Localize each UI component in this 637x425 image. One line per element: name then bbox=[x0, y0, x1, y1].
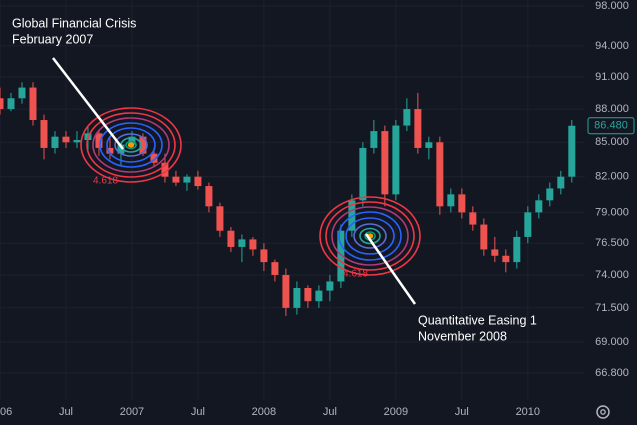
candle-body bbox=[381, 131, 389, 195]
candle-body bbox=[139, 136, 147, 154]
candle-body bbox=[414, 109, 422, 148]
candle-body bbox=[128, 136, 136, 145]
candle-body bbox=[227, 230, 235, 247]
candle-body bbox=[183, 176, 191, 183]
candle-body bbox=[480, 224, 488, 250]
grid bbox=[0, 0, 585, 400]
arrow bbox=[364, 233, 417, 305]
candle-body bbox=[293, 287, 301, 308]
candle-body bbox=[150, 153, 158, 163]
x-tick-label: Jul bbox=[191, 406, 205, 418]
candle-body bbox=[282, 274, 290, 308]
candle-body bbox=[315, 290, 323, 302]
candle-body bbox=[370, 131, 378, 148]
x-tick-label: Jul bbox=[455, 406, 469, 418]
candle-body bbox=[502, 255, 510, 263]
candle-body bbox=[524, 212, 532, 237]
x-tick-label: 2008 bbox=[252, 406, 276, 418]
x-tick-label: 2007 bbox=[120, 406, 144, 418]
candle-body bbox=[0, 98, 4, 110]
fib-label: 4.618 bbox=[93, 176, 118, 187]
candle-body bbox=[535, 200, 543, 213]
fib-circles-2 bbox=[319, 196, 421, 276]
candle-body bbox=[194, 176, 202, 187]
y-tick-label: 74.000 bbox=[595, 269, 629, 281]
candle-body bbox=[469, 212, 477, 225]
candle-body bbox=[392, 125, 400, 195]
gear[interactable] bbox=[596, 405, 610, 419]
y-tick-label: 91.000 bbox=[595, 71, 629, 83]
candle-body bbox=[348, 200, 356, 231]
annotation: Global Financial Crisis bbox=[12, 16, 136, 30]
candle-body bbox=[304, 287, 312, 302]
candle-body bbox=[73, 140, 81, 143]
y-tick-label: 85.000 bbox=[595, 136, 629, 148]
candle-body bbox=[271, 262, 279, 275]
fib-circles-1 bbox=[80, 107, 182, 183]
candle-body bbox=[29, 87, 37, 121]
y-tick-label: 66.800 bbox=[595, 367, 629, 379]
candle-body bbox=[51, 136, 59, 148]
candle-body bbox=[557, 176, 565, 189]
annotation: Quantitative Easing 1 bbox=[418, 313, 537, 327]
y-tick-label: 76.500 bbox=[595, 237, 629, 249]
candle-body bbox=[568, 125, 576, 177]
candle-body bbox=[491, 249, 499, 256]
x-tick-label: 2009 bbox=[384, 406, 408, 418]
y-tick-label: 88.000 bbox=[595, 103, 629, 115]
candles bbox=[0, 82, 576, 316]
last-price-box bbox=[587, 117, 635, 135]
annotation: February 2007 bbox=[12, 32, 93, 46]
candle-body bbox=[172, 176, 180, 183]
x-tick-label: Jul bbox=[323, 406, 337, 418]
candle-body bbox=[513, 236, 521, 263]
candle-body bbox=[436, 142, 444, 207]
candle-body bbox=[359, 147, 367, 201]
last-price-label: 86.480 bbox=[594, 120, 628, 132]
candle-body bbox=[326, 281, 334, 291]
y-tick-label: 82.000 bbox=[595, 171, 629, 183]
y-tick-label: 79.000 bbox=[595, 206, 629, 218]
candle-body bbox=[447, 194, 455, 207]
candle-body bbox=[161, 162, 169, 177]
candle-body bbox=[403, 109, 411, 126]
x-tick-label: 2010 bbox=[516, 406, 540, 418]
candle-body bbox=[40, 120, 48, 148]
candle-body bbox=[337, 230, 345, 282]
candle-body bbox=[7, 98, 15, 110]
x-tick-label: Jul bbox=[59, 406, 73, 418]
y-tick-label: 98.000 bbox=[595, 0, 629, 12]
candle-body bbox=[106, 147, 114, 154]
annotation: November 2008 bbox=[418, 329, 507, 343]
candle-body bbox=[18, 87, 26, 99]
x-tick-label: 06 bbox=[0, 406, 12, 418]
candle-body bbox=[546, 188, 554, 201]
y-tick-label: 71.500 bbox=[595, 302, 629, 314]
fib-label: 4.618 bbox=[343, 269, 368, 280]
arrow bbox=[52, 57, 124, 150]
gear-hole bbox=[600, 409, 606, 415]
candle-body bbox=[238, 239, 246, 247]
candle-body bbox=[458, 194, 466, 213]
settings-icon[interactable] bbox=[596, 405, 610, 419]
candle-body bbox=[249, 239, 257, 250]
candle-body bbox=[216, 206, 224, 231]
candle-body bbox=[95, 133, 103, 148]
candle-body bbox=[425, 142, 433, 148]
y-tick-label: 69.000 bbox=[595, 336, 629, 348]
candle-body bbox=[205, 186, 213, 207]
candle-body bbox=[260, 249, 268, 263]
candle-body bbox=[117, 144, 125, 154]
y-tick-label: 94.000 bbox=[595, 40, 629, 52]
candle-body bbox=[62, 136, 70, 143]
